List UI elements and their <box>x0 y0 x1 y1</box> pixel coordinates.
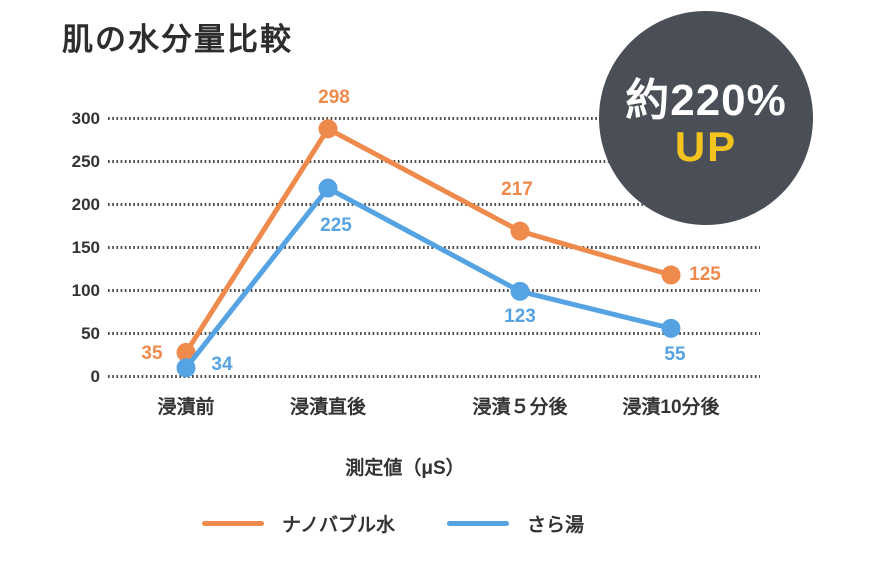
x-axis-caption: 測定値（μS） <box>345 458 465 479</box>
legend-label-nano-bubble-water: ナノバブル水 <box>281 515 396 536</box>
data-point-label: 125 <box>689 264 721 286</box>
badge-percentage-text: 約220% <box>625 75 787 125</box>
y-axis-tick-label: 100 <box>71 280 100 300</box>
y-axis-tick-label: 300 <box>71 108 100 128</box>
data-point-label: 225 <box>320 215 352 237</box>
legend-item-plain-hot-water: さら湯 <box>447 510 584 537</box>
x-axis-label: 浸漬10分後 <box>622 397 720 418</box>
series-line-1 <box>183 185 674 371</box>
y-axis-tick-label: 150 <box>71 237 100 257</box>
legend: ナノバブル水 さら湯 <box>0 510 786 537</box>
legend-swatch-plain-hot-water <box>447 521 510 526</box>
x-axis-label: 浸漬５分後 <box>472 397 568 418</box>
data-point-label: 123 <box>504 306 536 328</box>
data-point-label: 55 <box>664 344 686 366</box>
data-point-label: 298 <box>318 86 350 108</box>
data-point-marker <box>510 221 530 241</box>
data-point-label: 217 <box>501 179 533 201</box>
badge-circle: 約220% UP <box>599 11 813 225</box>
data-point-marker <box>661 265 681 285</box>
y-axis-tick-label: 50 <box>81 323 100 343</box>
x-axis-label: 浸漬前 <box>157 397 215 418</box>
x-axis-label: 浸漬直後 <box>289 397 366 418</box>
data-point-marker <box>176 342 196 362</box>
data-point-label: 34 <box>211 353 233 375</box>
data-point-label: 35 <box>141 343 163 365</box>
data-point-marker <box>176 358 196 378</box>
data-point-marker <box>510 281 530 301</box>
y-axis-tick-label: 0 <box>90 366 100 386</box>
y-axis-tick-label: 250 <box>71 151 100 171</box>
badge-up-text: UP <box>674 123 738 170</box>
data-point-marker <box>318 119 338 139</box>
legend-item-nano-bubble-water: ナノバブル水 <box>201 510 396 537</box>
legend-label-plain-hot-water: さら湯 <box>527 515 585 536</box>
series-line-0 <box>183 126 674 355</box>
y-axis-tick-label: 200 <box>71 194 100 214</box>
legend-swatch-nano-bubble-water <box>201 521 264 526</box>
chart-title: 肌の水分量比較 <box>62 22 293 57</box>
data-point-marker <box>318 178 338 198</box>
data-point-marker <box>661 318 681 338</box>
